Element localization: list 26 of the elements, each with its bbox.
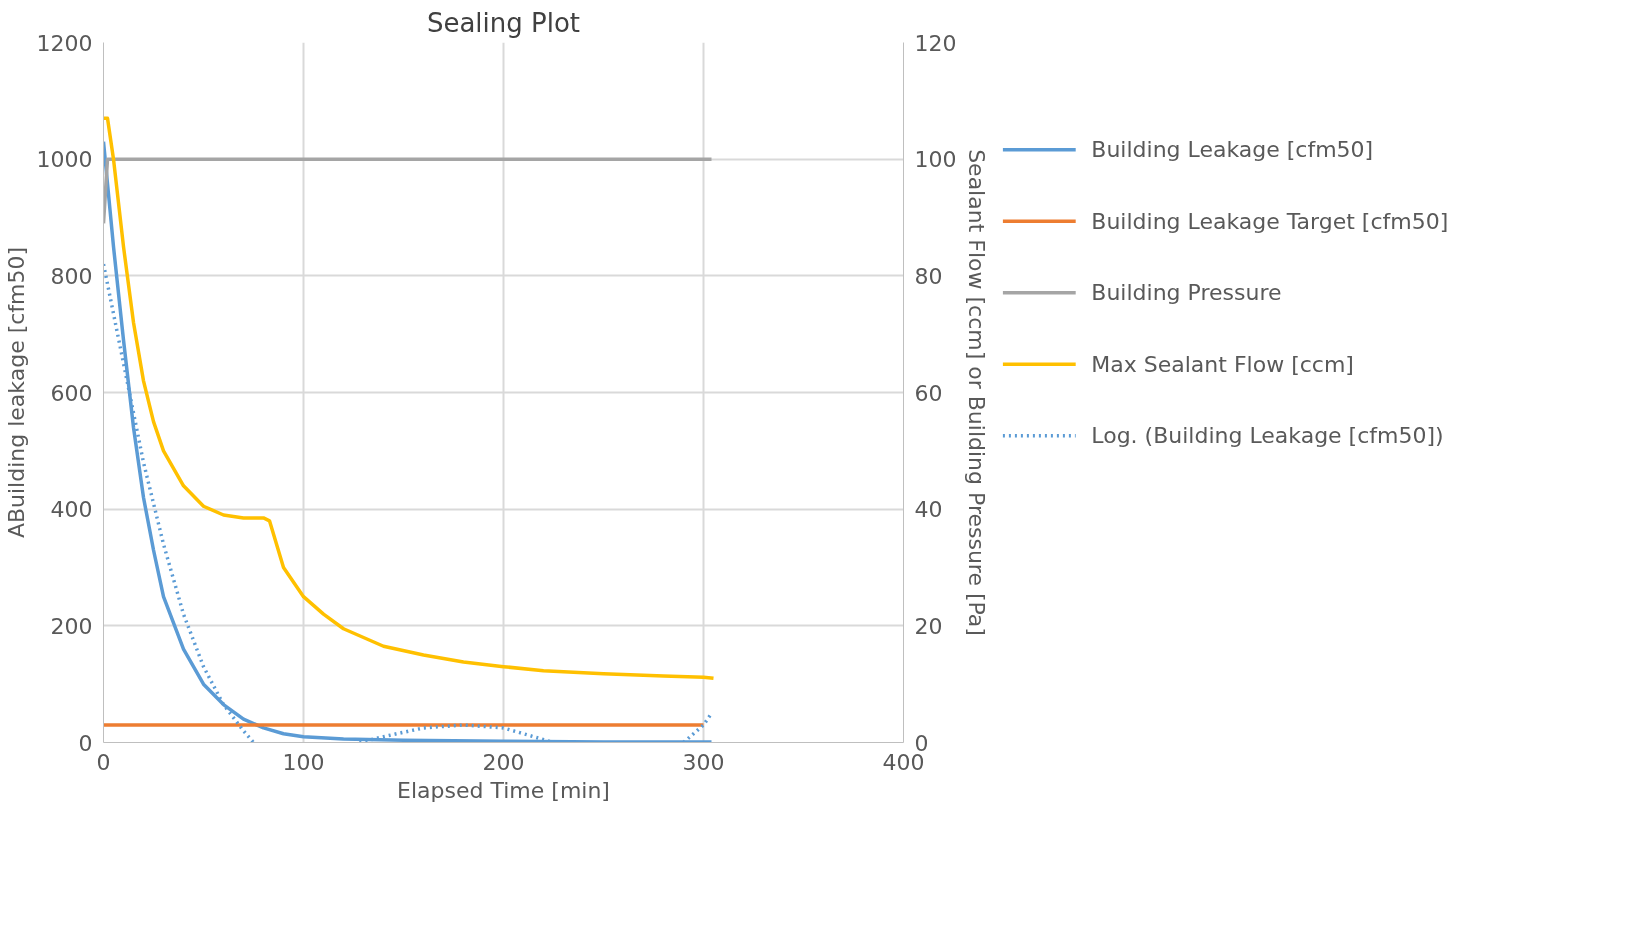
x-tick-label: 200 [482,749,525,775]
y2-tick-label: 80 [914,263,943,289]
y-tick-label: 600 [50,380,93,406]
y-tick-label: 0 [78,730,93,756]
y-axis-title: ABuilding leakage [cfm50] [3,246,29,539]
y2-tick-label: 40 [914,497,943,523]
y-tick-label: 1200 [36,30,93,56]
y2-tick-label: 100 [914,147,957,173]
legend-label: Building Leakage Target [cfm50] [1091,208,1449,234]
chart-title: Sealing Plot [426,7,581,38]
legend-label: Building Pressure [1091,280,1282,306]
y2-tick-label: 20 [914,613,943,639]
x-tick-label: 300 [682,749,725,775]
legend-label: Building Leakage [cfm50] [1091,137,1374,163]
y-tick-label: 1000 [36,147,93,173]
y2-axis-title: Sealant Flow [ccm] or Building Pressure [Pa] [964,149,990,636]
y-tick-label: 800 [50,263,93,289]
y-tick-label: 200 [50,613,93,639]
y2-tick-label: 120 [914,30,957,56]
y-tick-label: 400 [50,497,93,523]
legend-label: Max Sealant Flow [ccm] [1091,351,1354,377]
x-tick-label: 100 [282,749,325,775]
legend-label: Log. (Building Leakage [cfm50]) [1091,423,1444,449]
x-tick-label: 0 [96,749,111,775]
y2-tick-label: 60 [914,380,943,406]
x-axis-title: Elapsed Time [min] [397,777,610,803]
